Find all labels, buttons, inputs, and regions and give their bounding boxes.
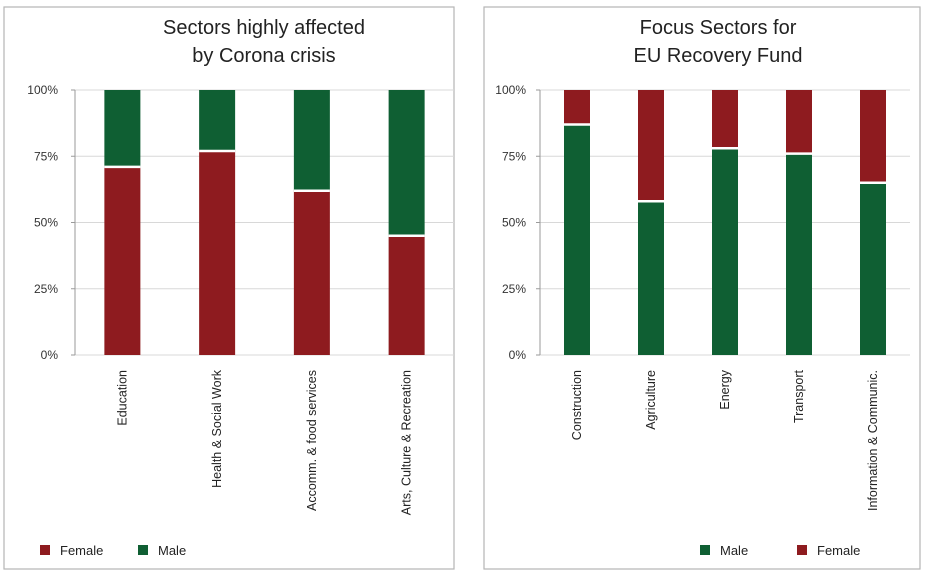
- category-label: Transport: [792, 369, 806, 423]
- legend-swatch-female: [797, 545, 807, 555]
- panel-left: Sectors highly affected by Corona crisis…: [3, 6, 455, 570]
- bar-segment-male: [712, 148, 738, 355]
- bar-segment-female: [638, 90, 664, 202]
- y-tick-label: 75%: [502, 149, 526, 163]
- legend-label-female: Female: [60, 543, 103, 558]
- y-tick-label: 100%: [495, 83, 526, 97]
- y-tick-label: 50%: [502, 216, 526, 230]
- category-label: Arts, Culture & Recreation: [400, 370, 414, 515]
- bar-segment-female: [293, 190, 330, 355]
- legend-left: Female Male: [40, 543, 186, 558]
- panel-right-frame: [483, 6, 921, 570]
- chart-title-line-2: EU Recovery Fund: [634, 45, 803, 67]
- bar-segment-male: [293, 90, 330, 191]
- category-label: Education: [115, 370, 129, 426]
- y-tick-label: 25%: [502, 282, 526, 296]
- category-label: Energy: [718, 369, 732, 409]
- bar-segment-female: [786, 90, 812, 154]
- legend-label-male: Male: [720, 543, 748, 558]
- chart-title-line-2: by Corona crisis: [192, 45, 335, 67]
- bar-segment-female: [860, 90, 886, 183]
- bar-segment-male: [786, 153, 812, 355]
- bar-segment-female: [564, 90, 590, 125]
- bar-segment-female: [104, 166, 141, 355]
- bar-segment-male: [564, 124, 590, 355]
- y-tick-label: 50%: [34, 216, 58, 230]
- chart-title-line-1: Sectors highly affected: [163, 17, 365, 39]
- bar-segment-female: [712, 90, 738, 149]
- bar-segment-male: [199, 90, 236, 151]
- category-label: Health & Social Work: [210, 369, 224, 488]
- y-tick-label: 100%: [27, 83, 58, 97]
- legend-swatch-male: [700, 545, 710, 555]
- category-label: Information & Communic.: [866, 370, 880, 511]
- legend-label-male: Male: [158, 543, 186, 558]
- legend-right: Male Female: [700, 543, 860, 558]
- category-label: Accomm. & food services: [305, 370, 319, 511]
- bar-segment-female: [199, 150, 236, 355]
- plot-area-left: 0% 25% 50% 75% 100% Education Health & Social …: [27, 83, 454, 515]
- bar-segment-male: [104, 90, 141, 167]
- bar-segment-female: [388, 235, 425, 355]
- category-label: Construction: [570, 370, 584, 440]
- y-tick-label: 25%: [34, 282, 58, 296]
- y-tick-label: 75%: [34, 149, 58, 163]
- y-tick-label: 0%: [509, 348, 527, 362]
- legend-swatch-male: [138, 545, 148, 555]
- category-label: Agriculture: [644, 370, 658, 430]
- panel-right: Focus Sectors for EU Recovery Fund 0% 25%…: [483, 6, 921, 570]
- bar-segment-male: [638, 201, 664, 355]
- legend-label-female: Female: [817, 543, 860, 558]
- bar-segment-male: [860, 182, 886, 355]
- plot-area-right: 0% 25% 50% 75% 100% Construction Agriculture En…: [495, 83, 910, 511]
- bar-segment-male: [388, 90, 425, 236]
- chart-title-line-1: Focus Sectors for: [640, 17, 797, 39]
- legend-swatch-female: [40, 545, 50, 555]
- y-tick-label: 0%: [41, 348, 59, 362]
